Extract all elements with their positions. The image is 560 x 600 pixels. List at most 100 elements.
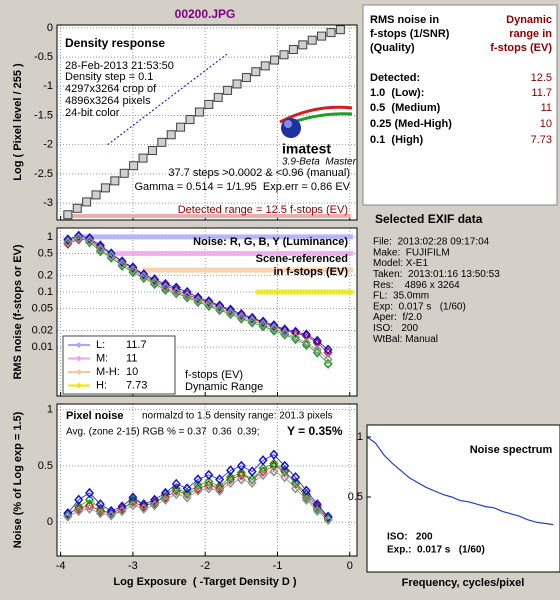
point — [335, 25, 345, 35]
point — [193, 485, 203, 496]
x-tick-label: 0 — [347, 560, 353, 572]
point — [247, 474, 257, 485]
point — [150, 500, 160, 511]
exif-line: Aper: f/2.0 — [373, 312, 422, 323]
info: 28-Feb-2013 21:53:50 — [65, 60, 174, 72]
header: f-stops (1/SNR) — [370, 28, 450, 40]
point — [258, 469, 268, 481]
legend-marker — [76, 342, 82, 348]
x-tick-label: -4 — [56, 560, 66, 572]
legend-value: 11 — [126, 352, 137, 364]
legend-marker — [76, 382, 82, 389]
point — [213, 92, 223, 102]
point — [225, 472, 235, 483]
info: 4297x3264 crop of — [65, 83, 157, 95]
y-tick-label: -1.5 — [34, 109, 53, 121]
point — [182, 487, 192, 499]
y-tick-label: 0 — [47, 22, 53, 34]
y-tick-label: -0.5 — [34, 51, 53, 63]
point — [85, 235, 95, 246]
legend-marker — [76, 369, 82, 375]
point — [323, 354, 333, 365]
exif-title: Selected EXIF data — [375, 212, 483, 226]
point — [119, 168, 129, 178]
luminance: Y = 0.35% — [287, 424, 343, 438]
stats: Gamma = 0.514 = 1/1.95 Exp.err = 0.86 EV — [134, 181, 350, 193]
legend: L: 11.7 M: 11 M-H: 10 H: 7.73 — [62, 335, 176, 395]
plot: 0.5 1 ISO: 200 Exp.: 0.017 s (1/60) — [348, 424, 560, 573]
legend-label: L: — [96, 339, 105, 351]
point — [85, 500, 95, 511]
legend-value: 10 — [126, 366, 138, 378]
legend-label: M-H: — [96, 366, 120, 378]
point — [236, 312, 246, 323]
point — [147, 146, 157, 156]
y-axis-label: RMS noise (f-stops or EV) — [12, 244, 24, 379]
point — [185, 115, 195, 125]
point — [171, 478, 181, 490]
point — [215, 304, 225, 316]
point — [291, 483, 301, 494]
point — [280, 327, 290, 339]
exif-line: Res: 4896 x 3264 — [373, 280, 460, 291]
y-tick-label: 0.2 — [38, 269, 53, 281]
rms-table — [362, 4, 558, 206]
point — [291, 332, 301, 343]
point — [247, 315, 257, 326]
point — [312, 344, 322, 355]
point — [236, 310, 246, 321]
chart-title: Noise spectrum — [470, 444, 553, 456]
y-tick-label: -3 — [43, 197, 53, 209]
point — [279, 50, 289, 60]
info: 24-bit color — [65, 107, 120, 119]
header: range in — [509, 28, 552, 40]
exif-line: FL: 35.0mm — [373, 291, 429, 302]
point — [194, 107, 204, 117]
point — [74, 494, 84, 505]
header: (Quality) — [370, 42, 415, 54]
point — [193, 479, 203, 491]
series-line — [107, 53, 228, 146]
point — [150, 274, 160, 285]
point — [269, 320, 279, 331]
point — [171, 483, 181, 494]
point — [117, 501, 127, 512]
row-value: 12.5 — [531, 72, 552, 84]
point — [106, 248, 116, 259]
point — [298, 40, 308, 50]
y-axis-label: Log ( Pixel level / 255 ) — [12, 63, 24, 181]
point — [193, 295, 203, 306]
row-label: 0.5 (Medium) — [370, 102, 441, 114]
point — [74, 232, 84, 244]
point — [215, 485, 225, 496]
point — [110, 176, 120, 186]
y-tick-label: -2.5 — [34, 168, 53, 180]
point — [63, 511, 73, 522]
point — [100, 183, 110, 193]
point — [182, 290, 192, 302]
point — [138, 153, 148, 163]
legend-label: M: — [96, 352, 108, 364]
exif-line: Model: X-E1 — [373, 258, 428, 269]
point — [63, 210, 73, 220]
point — [171, 488, 181, 500]
file-title: 00200.JPG — [175, 7, 236, 21]
point — [63, 508, 73, 519]
legend-value: 7.73 — [126, 379, 147, 391]
point — [312, 505, 322, 517]
point — [171, 286, 181, 298]
series-line — [67, 471, 329, 521]
point — [312, 499, 322, 510]
point — [204, 296, 214, 307]
exif-line: WtBal: Manual — [373, 334, 438, 345]
point — [247, 312, 257, 323]
point — [236, 460, 246, 472]
point — [106, 510, 116, 521]
row-label: 0.25 (Med-High) — [370, 118, 452, 130]
y-tick-label: 1 — [47, 231, 53, 243]
point — [72, 203, 82, 213]
point — [63, 235, 73, 246]
point — [193, 474, 203, 485]
series-line — [67, 237, 329, 360]
